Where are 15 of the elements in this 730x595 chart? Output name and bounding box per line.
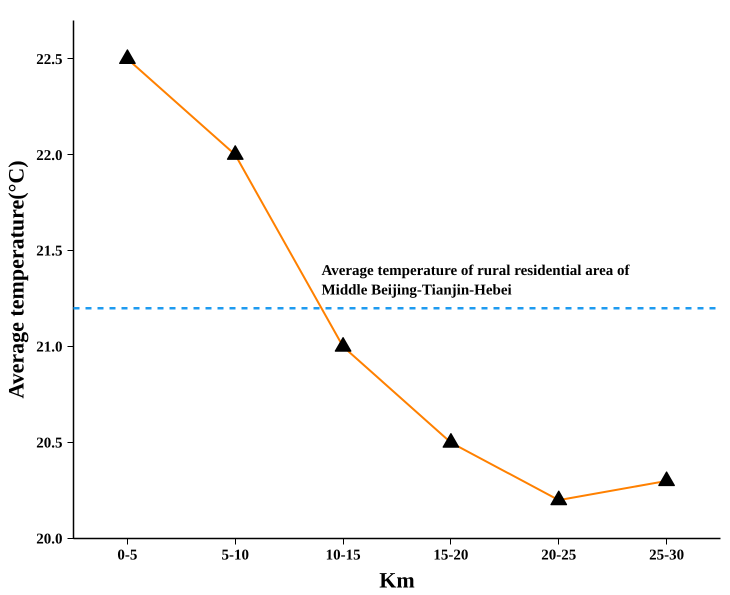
x-tick-label: 15-20 [433,548,468,564]
ref-line-label: Average temperature of rural residential area of Middle Beijing-Tianjin-Hebei [322,263,630,298]
y-tick-label: 22.5 [36,52,62,68]
y-tick-label: 21.5 [36,244,62,260]
y-tick-label: 22.0 [36,148,62,164]
x-tick-label: 20-25 [541,548,576,564]
x-tick-label: 10-15 [326,548,361,564]
y-axis-title: Average temperature(°C) [3,160,28,399]
y-tick-label: 20.0 [36,532,62,548]
x-tick-label: 0-5 [117,548,138,564]
y-tick-label: 20.5 [36,436,62,452]
y-tick-label: 21.0 [36,340,62,356]
x-tick-label: 5-10 [222,548,249,564]
x-axis-title: Km [379,568,415,592]
x-tick-label: 25-30 [649,548,684,564]
